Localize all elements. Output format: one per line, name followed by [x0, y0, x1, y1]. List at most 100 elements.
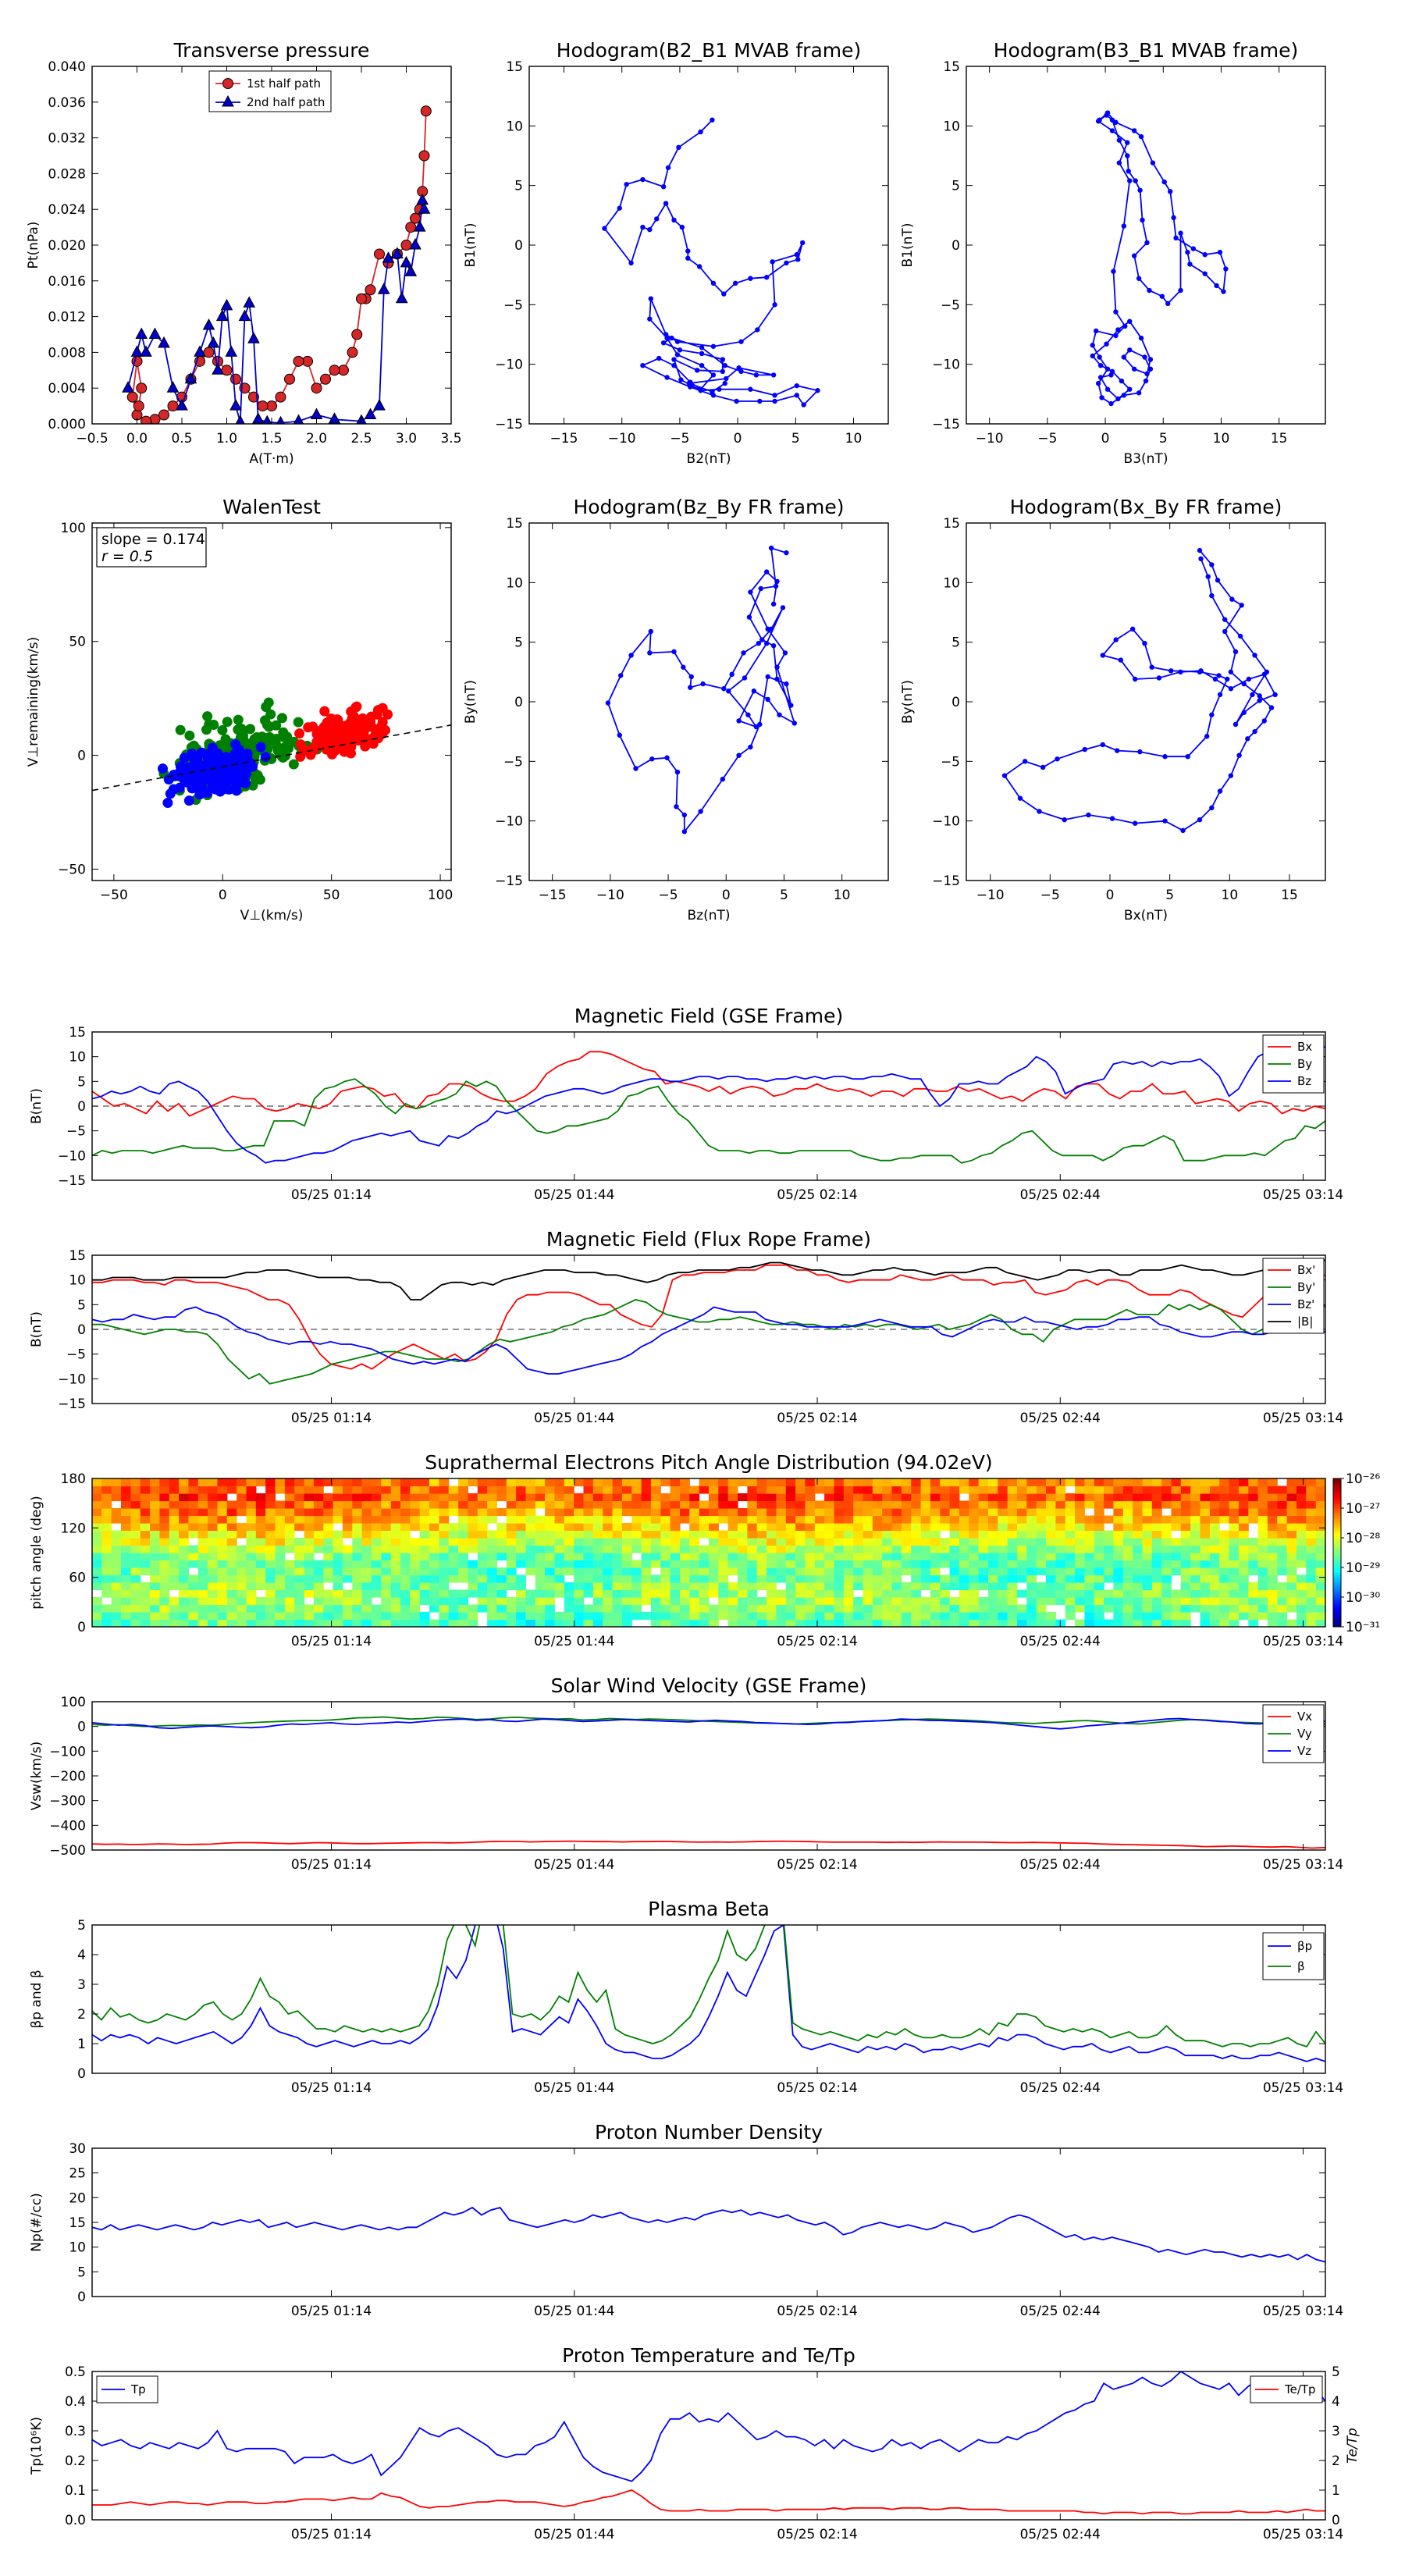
hodogram_bz_by-data-point: [688, 674, 694, 680]
pad-cell: [949, 1597, 960, 1606]
pad-cell: [439, 1589, 450, 1598]
pad-cell: [400, 1515, 411, 1524]
pad-cell: [1094, 1508, 1104, 1517]
pad-cell: [650, 1589, 661, 1598]
hodogram_b2_b1-data-point: [710, 280, 717, 286]
pad-cell: [140, 1485, 151, 1494]
pad-cell: [583, 1545, 594, 1553]
y-tick-label: 0: [514, 695, 523, 710]
pad-cell: [304, 1582, 315, 1591]
pad-cell: [843, 1612, 854, 1621]
pad-cell: [1286, 1478, 1297, 1487]
pad-cell: [439, 1545, 450, 1553]
hodogram_bz_by-plot-area: [605, 545, 798, 834]
pad-cell: [169, 1597, 180, 1606]
pad-cell: [1133, 1604, 1143, 1613]
pad-cell: [525, 1567, 536, 1576]
walen-scatter-point: [260, 752, 271, 763]
pad-cell: [410, 1485, 421, 1494]
hodogram_b2_b1-data-point: [664, 335, 670, 341]
pad-cell: [1094, 1560, 1104, 1568]
pad-cell: [554, 1582, 565, 1591]
pad-cell: [1286, 1523, 1297, 1532]
colorbar-segment: [1333, 1538, 1341, 1541]
hodogram_b3_b1-data-point: [1104, 386, 1111, 392]
pad-cell: [342, 1515, 353, 1524]
pad-cell: [824, 1530, 834, 1539]
pad-cell: [333, 1500, 343, 1509]
pad-cell: [554, 1493, 565, 1502]
pad-cell: [140, 1560, 151, 1568]
pad-cell: [911, 1523, 922, 1532]
pad-cell: [574, 1545, 585, 1553]
transverse_pressure-data-point: [135, 327, 148, 339]
pad-cell: [747, 1589, 758, 1598]
pad-cell: [670, 1604, 681, 1613]
pad-cell: [1026, 1597, 1037, 1606]
pad-cell: [814, 1619, 825, 1628]
pad-cell: [1055, 1560, 1066, 1568]
pad-cell: [670, 1612, 681, 1621]
pad-cell: [1248, 1582, 1259, 1591]
pad-cell: [863, 1485, 873, 1494]
pad-cell: [621, 1560, 632, 1568]
hodogram_bx_by-data-point: [1037, 809, 1042, 814]
pad-cell: [920, 1523, 931, 1532]
pad-cell: [130, 1567, 141, 1576]
y-tick-label: −15: [495, 873, 523, 889]
pad-cell: [197, 1567, 208, 1576]
pad-cell: [381, 1538, 392, 1546]
pad-cell: [738, 1612, 748, 1621]
pad-cell: [188, 1619, 199, 1628]
pad-cell: [824, 1508, 834, 1517]
pad-cell: [930, 1478, 941, 1487]
pad-cell: [1200, 1485, 1211, 1494]
pad-cell: [477, 1597, 488, 1606]
walen-scatter-point: [194, 789, 205, 800]
pad-cell: [1306, 1545, 1317, 1553]
hodogram_bz_by-data-point: [700, 681, 706, 687]
pad-cell: [226, 1523, 237, 1532]
pad-cell: [621, 1478, 632, 1487]
pad-cell: [564, 1582, 574, 1591]
x-tick-label: −5: [1037, 431, 1057, 447]
pad-cell: [1229, 1582, 1240, 1591]
density-plot-area: [92, 2206, 1325, 2263]
pad-cell: [834, 1515, 845, 1524]
pad-cell: [805, 1478, 816, 1487]
pad-cell: [882, 1567, 893, 1576]
hodogram_bz_by-title: Hodogram(Bz_By FR frame): [573, 496, 844, 518]
pad-cell: [516, 1604, 526, 1613]
pad-cell: [727, 1545, 738, 1553]
pad-cell: [304, 1589, 315, 1598]
pad-cell: [410, 1604, 421, 1613]
pad-cell: [208, 1589, 218, 1598]
hodogram_b2_b1-data-point: [677, 347, 683, 353]
pad-cell: [988, 1508, 998, 1517]
hodogram_bz_by-data-point: [674, 769, 681, 775]
y-tick-label: 0.012: [48, 310, 86, 326]
pad-cell: [1219, 1538, 1230, 1546]
pad-cell: [814, 1523, 825, 1532]
pad-cell: [1297, 1508, 1307, 1517]
pad-cell: [805, 1493, 816, 1502]
pad-cell: [1315, 1597, 1326, 1606]
pad-cell: [410, 1508, 421, 1517]
pad-cell: [920, 1485, 931, 1494]
pad-cell: [477, 1493, 488, 1502]
pad-cell: [121, 1560, 131, 1568]
pad-cell: [1065, 1500, 1076, 1509]
pad-cell: [150, 1515, 160, 1524]
pad-cell: [342, 1604, 353, 1613]
pad-cell: [1151, 1538, 1162, 1546]
pad-cell: [226, 1560, 237, 1568]
pad-cell: [1190, 1515, 1201, 1524]
time-tick-label: 05/25 02:14: [777, 1857, 857, 1873]
pad-cell: [853, 1597, 864, 1606]
pad-cell: [1297, 1597, 1307, 1606]
pad-cell: [603, 1538, 614, 1546]
pad-cell: [1094, 1515, 1104, 1524]
hodogram_bz_by-ylabel: By(nT): [463, 680, 478, 724]
pad-cell: [574, 1508, 585, 1517]
